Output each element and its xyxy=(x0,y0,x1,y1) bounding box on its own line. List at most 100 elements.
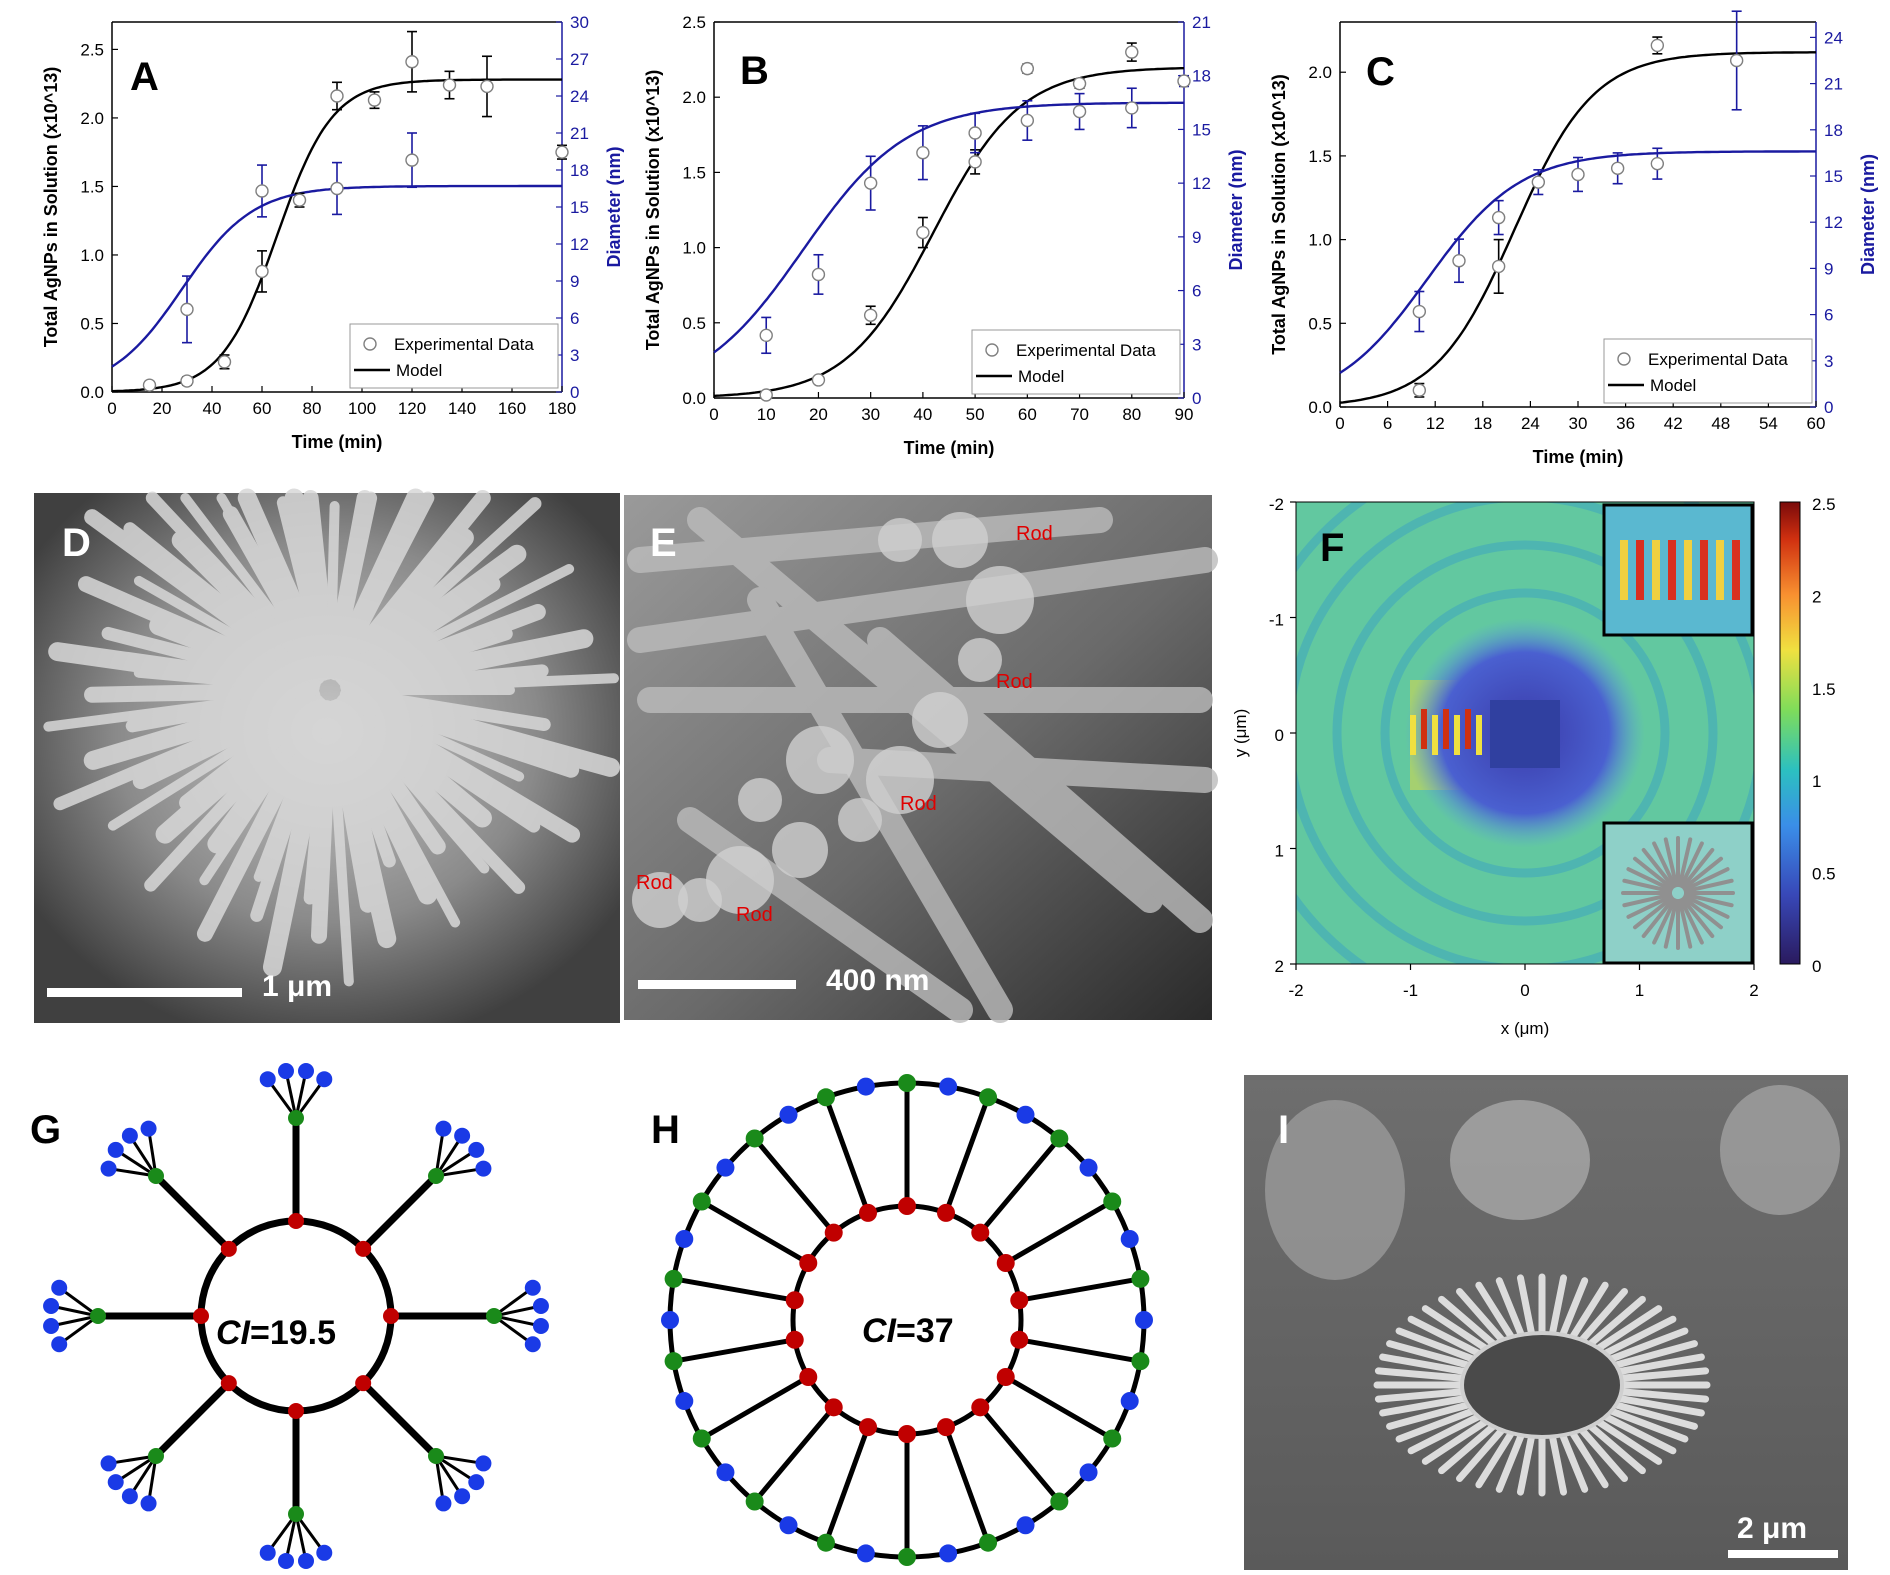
coccolith-rib xyxy=(1548,1274,1568,1337)
coccolith-rib xyxy=(1438,1422,1497,1475)
nanorod xyxy=(1683,867,1730,892)
debris xyxy=(1720,1085,1840,1215)
ring-node xyxy=(288,1403,304,1419)
data-point xyxy=(405,153,419,167)
hot-spot xyxy=(1410,715,1416,755)
coccolith-rib xyxy=(1587,1422,1646,1475)
nanorod xyxy=(1683,878,1734,894)
panel-label-e: E xyxy=(650,521,677,565)
coccolith-rib xyxy=(1569,1429,1609,1489)
y-tick-label: 1.5 xyxy=(80,177,104,196)
outer-node xyxy=(1103,1429,1122,1448)
branch-node xyxy=(147,1448,164,1465)
data-point xyxy=(1571,167,1585,182)
data-point xyxy=(1072,104,1087,119)
nanorod xyxy=(334,702,461,928)
data-point xyxy=(1177,74,1191,88)
y2-tick-label: 15 xyxy=(1192,120,1211,139)
coccolith-rib xyxy=(1587,1295,1646,1348)
x-tick-label: 70 xyxy=(1070,405,1089,424)
coccolith-rib xyxy=(1578,1287,1628,1344)
inner-node xyxy=(799,1368,818,1386)
hot-spot xyxy=(1454,715,1460,755)
leaf-node xyxy=(435,1495,452,1512)
coccolith-rib xyxy=(1475,1281,1515,1341)
outer-leaf-node xyxy=(1079,1463,1098,1482)
ring-node xyxy=(220,1240,237,1257)
nanorod xyxy=(1652,898,1677,945)
outer-leaf-node xyxy=(1016,1516,1035,1535)
data-point xyxy=(811,267,826,282)
spoke-edge xyxy=(1018,1337,1141,1364)
x-axis-label: Time (min) xyxy=(292,432,383,452)
nanorod xyxy=(337,697,526,894)
leaf-node xyxy=(475,1455,492,1472)
y2-tick-label: 24 xyxy=(1824,28,1843,47)
x-tick-label: 54 xyxy=(1759,414,1778,433)
leaf-node xyxy=(259,1544,276,1561)
y2-tick-label: 18 xyxy=(1824,121,1843,140)
inner-node xyxy=(785,1330,804,1349)
leaf-edge xyxy=(493,1314,542,1328)
leaf-node xyxy=(259,1071,276,1088)
data-point xyxy=(1491,259,1506,274)
nanorod xyxy=(324,699,397,949)
y2-tick-label: 12 xyxy=(570,235,589,254)
particle-cluster xyxy=(966,566,1034,634)
data-point xyxy=(217,355,232,369)
panel-label-i: I xyxy=(1278,1108,1289,1152)
rod-annotation: Rod xyxy=(636,872,673,894)
leaf-node xyxy=(468,1141,485,1158)
inner-node xyxy=(996,1254,1015,1272)
inner-node xyxy=(898,1425,916,1443)
data-point xyxy=(292,193,307,207)
ci-index-g: CI=19.5 xyxy=(216,1314,336,1352)
x-tick-label: 100 xyxy=(348,399,376,418)
x-tick-label: 12 xyxy=(1426,414,1445,433)
chart-panel-b: 0 10 20 30 40 50 60 70 80 90 0.0 0.5 1.0 1.5 2.0 2.5 0 3 6… xyxy=(643,13,1246,458)
data-point xyxy=(916,146,930,160)
inset-top xyxy=(1602,503,1754,637)
data-point xyxy=(811,373,826,387)
x-tick-label: 30 xyxy=(1569,414,1588,433)
outer-node xyxy=(692,1192,711,1211)
inner-node xyxy=(799,1254,818,1272)
outer-node xyxy=(745,1492,764,1511)
data-point xyxy=(1610,161,1625,176)
data-point xyxy=(180,302,194,317)
model-curve-diameter xyxy=(713,101,1184,354)
nanorod xyxy=(627,507,1113,573)
data-point xyxy=(1729,53,1744,68)
leaf-node xyxy=(524,1336,541,1353)
coccolith-rib xyxy=(1395,1407,1477,1443)
spoke-edge xyxy=(1004,1199,1114,1266)
inner-node xyxy=(1010,1291,1029,1310)
y2-tick-label: 6 xyxy=(570,309,579,328)
y2-tick-label: 3 xyxy=(570,346,579,365)
data-point xyxy=(1020,61,1035,76)
data-point xyxy=(1020,113,1035,128)
coccolith-rib xyxy=(1456,1287,1506,1344)
coccolith-center xyxy=(1460,1331,1624,1439)
nanorod xyxy=(1663,898,1679,949)
y2-tick-label: 3 xyxy=(1192,335,1201,354)
y2-tick-label: 6 xyxy=(1192,282,1201,301)
y2-tick-label: 18 xyxy=(570,161,589,180)
outer-node xyxy=(692,1429,711,1448)
leaf-node xyxy=(532,1297,549,1314)
coccolith-rib xyxy=(1615,1353,1705,1376)
nanorod xyxy=(1682,856,1724,891)
nanorod xyxy=(1680,897,1715,939)
rod-annotation: Rod xyxy=(996,671,1033,693)
x-tick-label: 20 xyxy=(809,405,828,424)
outer-node xyxy=(816,1533,835,1552)
particle-cluster xyxy=(738,778,782,822)
panel-h-graph xyxy=(661,1074,1153,1566)
spoke-edge xyxy=(943,1096,991,1214)
y2-tick-label: 15 xyxy=(570,198,589,217)
nanorod xyxy=(1682,895,1724,930)
leaf-edge xyxy=(493,1304,542,1318)
panel-e-sem-image: 400 nm Rod Rod Rod Rod Rod E xyxy=(624,495,1218,1023)
nanorod xyxy=(1679,841,1704,888)
spoke-edge xyxy=(823,1096,871,1214)
